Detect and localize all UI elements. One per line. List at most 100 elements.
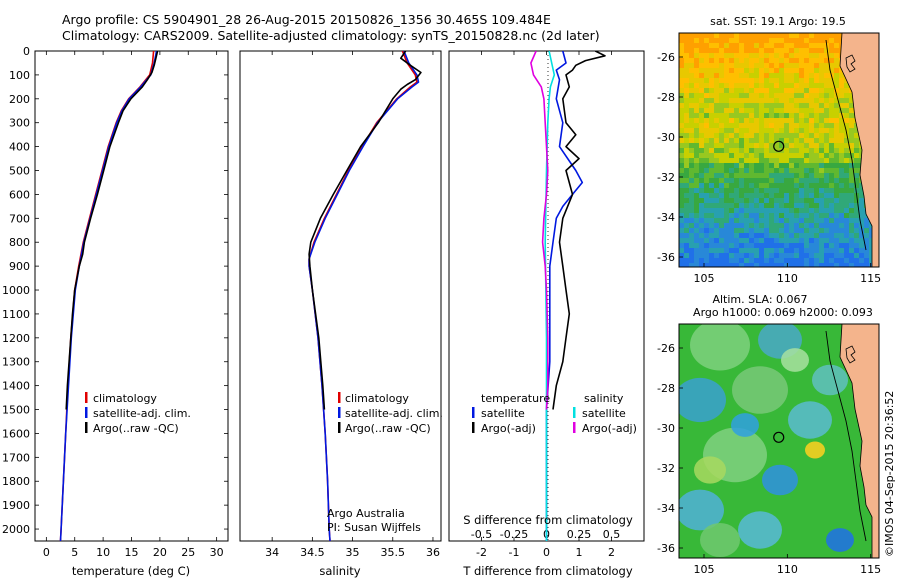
sst-cell: [719, 168, 725, 174]
sst-cell: [804, 58, 810, 64]
sst-cell: [769, 123, 775, 129]
sst-cell: [779, 193, 785, 199]
sst-cell: [684, 43, 690, 49]
sst-cell: [804, 258, 810, 264]
sst-cell: [774, 58, 780, 64]
sst-cell: [739, 193, 745, 199]
sst-cell: [709, 83, 715, 89]
sst-cell: [759, 118, 765, 124]
sst-cell: [769, 78, 775, 84]
sst-cell: [824, 113, 830, 119]
sst-cell: [749, 98, 755, 104]
sst-cell: [804, 178, 810, 184]
sst-cell: [719, 178, 725, 184]
sst-cell: [829, 178, 835, 184]
sst-cell: [824, 58, 830, 64]
sst-cell: [719, 188, 725, 194]
sst-cell: [789, 198, 795, 204]
map-y-tick-label: -32: [657, 462, 675, 475]
sst-cell: [809, 158, 815, 164]
temperature-plot-frame: [34, 50, 229, 542]
sst-cell: [839, 193, 845, 199]
sst-cell: [764, 213, 770, 219]
sst-cell: [774, 88, 780, 94]
sst-cell: [774, 143, 780, 149]
sst-cell: [769, 173, 775, 179]
sst-cell: [739, 123, 745, 129]
sst-cell: [834, 198, 840, 204]
sst-cell: [839, 153, 845, 159]
sst-cell: [699, 173, 705, 179]
sst-cell: [704, 193, 710, 199]
sst-cell: [799, 258, 805, 264]
sst-cell: [679, 93, 685, 99]
sst-cell: [704, 198, 710, 204]
sst-cell: [729, 213, 735, 219]
map-y-tick-label: -30: [657, 131, 675, 144]
sst-cell: [739, 33, 745, 39]
sst-cell: [859, 188, 865, 194]
sst-cell: [849, 198, 855, 204]
sst-cell: [829, 153, 835, 159]
sst-cell: [819, 163, 825, 169]
sst-cell: [804, 213, 810, 219]
sst-cell: [799, 158, 805, 164]
sst-cell: [754, 148, 760, 154]
sst-cell: [789, 93, 795, 99]
sst-cell: [749, 228, 755, 234]
sst-cell: [829, 158, 835, 164]
sst-cell: [779, 118, 785, 124]
sst-cell: [809, 253, 815, 259]
map-y-tick-label: -36: [657, 251, 675, 264]
sst-cell: [799, 128, 805, 134]
sst-cell: [684, 93, 690, 99]
sst-cell: [684, 53, 690, 59]
sst-cell: [789, 48, 795, 54]
sst-cell: [829, 98, 835, 104]
sst-cell: [814, 198, 820, 204]
sst-cell: [689, 203, 695, 209]
sst-cell: [704, 173, 710, 179]
sst-map-title: sat. SST: 19.1 Argo: 19.5: [710, 15, 846, 28]
sst-cell: [684, 233, 690, 239]
sst-cell: [724, 198, 730, 204]
sst-cell: [694, 223, 700, 229]
sst-cell: [839, 238, 845, 244]
sst-cell: [769, 163, 775, 169]
sst-cell: [684, 213, 690, 219]
sst-cell: [744, 208, 750, 214]
sst-cell: [754, 88, 760, 94]
sst-cell: [814, 113, 820, 119]
sst-cell: [689, 63, 695, 69]
sst-cell: [784, 228, 790, 234]
sst-cell: [779, 208, 785, 214]
sst-cell: [754, 108, 760, 114]
sst-cell: [714, 38, 720, 44]
sst-cell: [829, 33, 835, 39]
sst-cell: [864, 243, 870, 249]
sst-cell: [739, 218, 745, 224]
sst-cell: [819, 118, 825, 124]
sst-cell: [724, 133, 730, 139]
sst-cell: [739, 148, 745, 154]
sst-cell: [704, 263, 710, 267]
sst-cell: [709, 143, 715, 149]
sst-cell: [754, 243, 760, 249]
sst-cell: [784, 153, 790, 159]
sst-cell: [794, 233, 800, 239]
sst-cell: [779, 228, 785, 234]
sst-cell: [829, 88, 835, 94]
series-line-temperature-satellite: [545, 51, 584, 541]
sst-cell: [704, 223, 710, 229]
sst-cell: [764, 188, 770, 194]
sla-anomaly-blob: [738, 511, 782, 549]
sst-cell: [814, 163, 820, 169]
sst-cell: [779, 243, 785, 249]
sst-cell: [769, 168, 775, 174]
sst-cell: [829, 38, 835, 44]
sst-cell: [709, 228, 715, 234]
sst-cell: [829, 63, 835, 69]
sst-cell: [699, 253, 705, 259]
sst-cell: [709, 73, 715, 79]
sst-cell: [734, 253, 740, 259]
